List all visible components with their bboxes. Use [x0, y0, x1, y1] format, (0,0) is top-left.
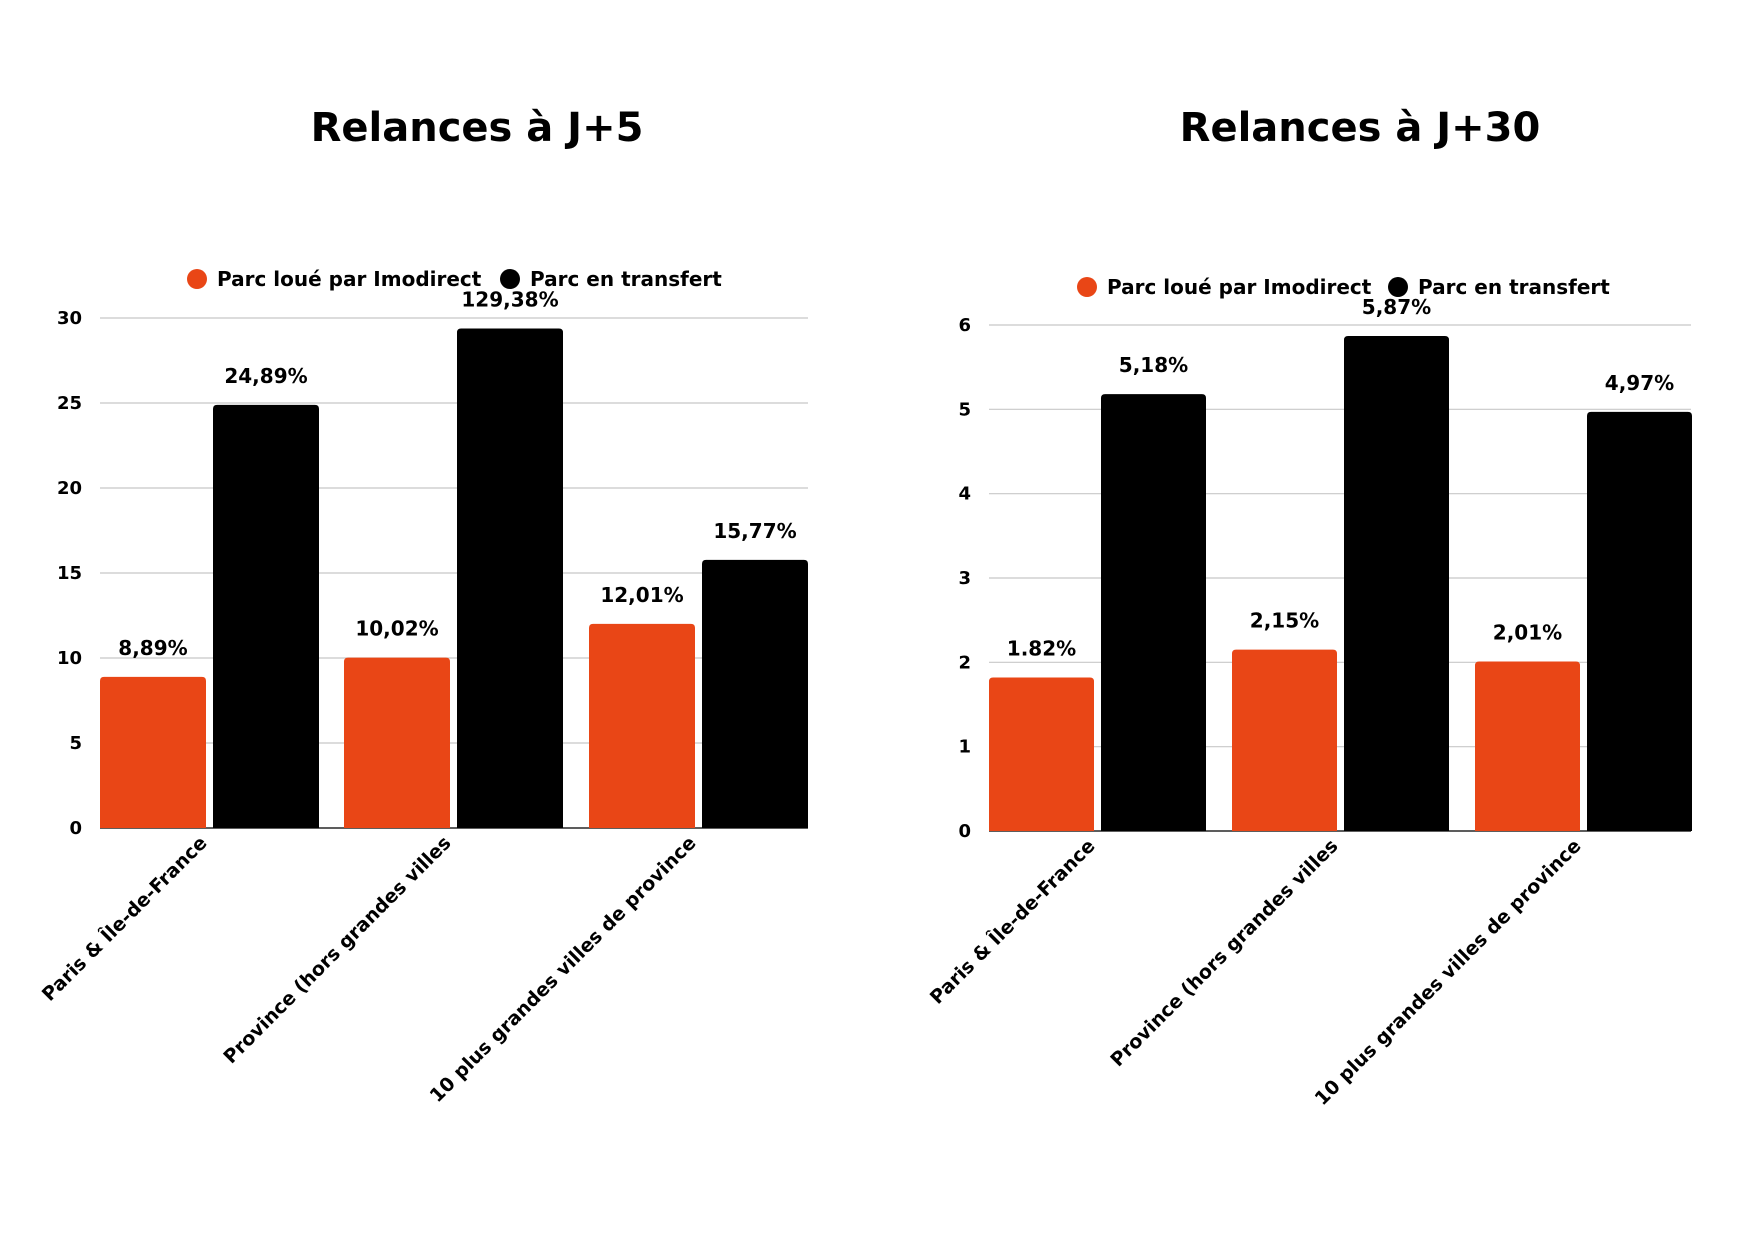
chart-j30-data-label-parc-en-transfert-1: 5,18%: [1119, 353, 1188, 377]
chart-j30-y-tick-5: 5: [958, 399, 971, 420]
chart-j30-title: Relances à J+30: [1180, 105, 1541, 151]
chart-j30-bar-parc-en-transfert-2: [1344, 335, 1449, 831]
chart-j30-y-tick-1: 1: [958, 737, 971, 758]
chart-j30-y-tick-6: 6: [958, 315, 971, 336]
chart-j30-legend-label-transfert: Parc en transfert: [1418, 275, 1610, 299]
chart-j5-y-tick-0: 0: [69, 818, 82, 839]
chart-j5-x-axis: Paris & Île-de-France Province (hors gran…: [37, 831, 700, 1107]
chart-j5-gridlines: [100, 317, 808, 829]
chart-j5-bar-parc-loue-par-imodirect-1: [100, 676, 206, 828]
chart-j30-x-axis: Paris & Île-de-France Province (hors gran…: [925, 834, 1585, 1110]
chart-j5-data-label-parc-en-transfert-3: 15,77%: [713, 519, 796, 543]
chart-j30-y-axis: 0 1 2 3 4 5 6: [958, 315, 971, 842]
chart-j30-data-label-parc-en-transfert-3: 4,97%: [1605, 371, 1674, 395]
chart-j30-y-tick-2: 2: [958, 652, 971, 673]
chart-j30-y-tick-4: 4: [958, 484, 971, 505]
chart-j5-category-label-2: Province (hors grandes villes: [219, 832, 455, 1068]
chart-j5-bar-parc-loue-par-imodirect-2: [344, 657, 450, 828]
chart-j5-legend: Parc loué par Imodirect Parc en transfer…: [187, 267, 722, 291]
chart-j5-bar-parc-en-transfert-3: [702, 559, 808, 828]
chart-j5-legend-marker-transfert: [500, 269, 520, 289]
chart-j30-data-label-parc-loue-par-imodirect-1: 1.82%: [1007, 637, 1076, 661]
chart-j30-category-label-3: 10 plus grandes villes de province: [1311, 835, 1586, 1110]
chart-j5-legend-label-imodirect: Parc loué par Imodirect: [217, 267, 482, 291]
chart-j5-y-tick-5: 5: [69, 733, 82, 754]
chart-j5-bar-parc-en-transfert-2: [457, 328, 563, 828]
chart-j5-data-label-parc-en-transfert-1: 24,89%: [224, 364, 307, 388]
chart-j30-bars: [989, 335, 1692, 831]
chart-j30-legend-label-imodirect: Parc loué par Imodirect: [1107, 275, 1372, 299]
chart-j5-y-tick-10: 10: [57, 648, 82, 669]
chart-j30-y-tick-3: 3: [958, 568, 971, 589]
chart-j30-data-label-parc-loue-par-imodirect-3: 2,01%: [1493, 620, 1562, 644]
chart-j5-data-labels: 8,89% 10,02% 12,01% 24,89% 129,38% 15,77%: [118, 288, 796, 660]
chart-j5-y-tick-25: 25: [57, 393, 82, 414]
chart-j5-y-axis: 0 5 10 15 20 25 30: [57, 308, 82, 839]
chart-j5-category-label-1: Paris & Île-de-France: [37, 831, 211, 1005]
chart-j30-category-label-1: Paris & Île-de-France: [925, 834, 1099, 1008]
chart-j5-bars: [100, 328, 808, 828]
chart-j30-bar-parc-loue-par-imodirect-1: [989, 677, 1094, 831]
chart-j5-bar-parc-en-transfert-1: [213, 404, 319, 828]
chart-j30-gridlines: [989, 324, 1691, 832]
chart-j30-legend-marker-transfert: [1388, 277, 1408, 297]
chart-j30-category-label-2: Province (hors grandes villes: [1106, 835, 1342, 1071]
chart-j5-legend-label-transfert: Parc en transfert: [530, 267, 722, 291]
chart-j5-y-tick-30: 30: [57, 308, 82, 329]
chart-j5-title: Relances à J+5: [311, 105, 644, 151]
chart-j30-legend-marker-imodirect: [1077, 277, 1097, 297]
chart-j5-data-label-parc-en-transfert-2: 129,38%: [461, 288, 558, 312]
chart-j30-data-label-parc-en-transfert-2: 5,87%: [1362, 295, 1431, 319]
chart-j30-y-tick-0: 0: [958, 821, 971, 842]
chart-j30-bar-parc-en-transfert-1: [1101, 394, 1206, 831]
chart-j5-bar-parc-loue-par-imodirect-3: [589, 623, 695, 828]
chart-j30-bar-parc-loue-par-imodirect-3: [1475, 661, 1580, 831]
chart-j30-legend: Parc loué par Imodirect Parc en transfer…: [1077, 275, 1610, 299]
chart-j5: Relances à J+5 Parc loué par Imodirect P…: [37, 105, 808, 1107]
chart-j5-category-label-3: 10 plus grandes villes de province: [426, 832, 701, 1107]
chart-j30-bar-parc-loue-par-imodirect-2: [1232, 649, 1337, 831]
chart-j5-legend-marker-imodirect: [187, 269, 207, 289]
chart-j5-data-label-parc-loue-par-imodirect-3: 12,01%: [600, 583, 683, 607]
chart-j5-data-label-parc-loue-par-imodirect-1: 8,89%: [118, 636, 187, 660]
chart-j30-bar-parc-en-transfert-3: [1587, 411, 1692, 831]
chart-j30-data-label-parc-loue-par-imodirect-2: 2,15%: [1250, 609, 1319, 633]
chart-j5-data-label-parc-loue-par-imodirect-2: 10,02%: [355, 617, 438, 641]
chart-j30-data-labels: 1.82% 2,15% 2,01% 5,18% 5,87% 4,97%: [1007, 295, 1674, 661]
chart-j5-y-tick-20: 20: [57, 478, 82, 499]
chart-j30: Relances à J+30 Parc loué par Imodirect …: [925, 105, 1692, 1110]
chart-j5-y-tick-15: 15: [57, 563, 82, 584]
